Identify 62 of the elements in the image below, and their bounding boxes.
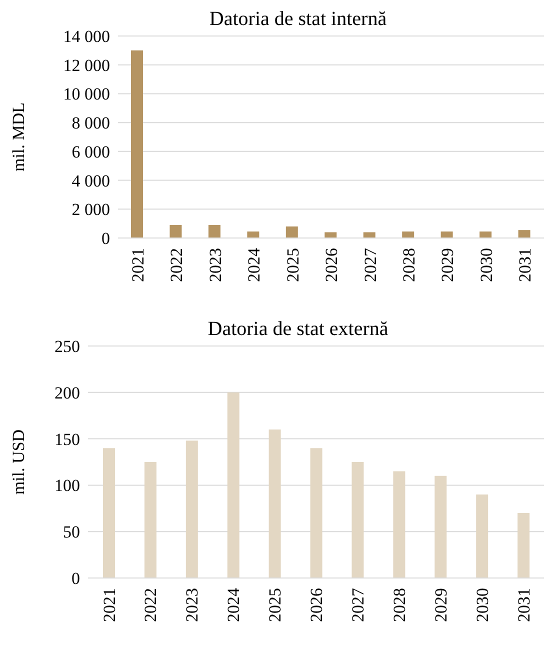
y-axis-title: mil. MDL — [9, 102, 28, 172]
chart-title: Datoria de stat externă — [208, 318, 388, 340]
x-tick-label: 2028 — [400, 248, 419, 282]
chart-title: Datoria de stat internă — [209, 8, 387, 30]
bar — [518, 513, 530, 578]
bar — [286, 226, 298, 238]
x-tick-label: 2021 — [128, 248, 148, 282]
y-tick-label: 10 000 — [63, 84, 110, 104]
y-tick-label: 200 — [54, 383, 80, 402]
x-tick-label: 2027 — [360, 248, 380, 282]
y-axis-title: mil. USD — [9, 429, 28, 495]
y-tick-label: 150 — [54, 430, 80, 449]
x-tick-label: 2027 — [348, 588, 368, 622]
x-tick-label: 2021 — [100, 588, 119, 622]
x-tick-label: 2024 — [224, 588, 244, 622]
bar — [144, 462, 156, 578]
bar — [518, 230, 530, 238]
bar — [227, 392, 240, 578]
x-tick-label: 2028 — [390, 588, 409, 622]
y-tick-label: 8 000 — [72, 114, 110, 133]
y-tick-label: 50 — [63, 522, 80, 542]
x-tick-label: 2026 — [307, 588, 326, 622]
bar — [393, 471, 406, 578]
bar — [434, 476, 447, 578]
bar — [476, 494, 488, 578]
x-tick-label: 2024 — [244, 248, 264, 282]
x-tick-label: 2030 — [472, 588, 492, 622]
bar — [402, 232, 414, 238]
y-tick-label: 4 000 — [72, 171, 110, 190]
x-tick-label: 2030 — [476, 248, 496, 282]
y-tick-label: 2 000 — [72, 200, 110, 220]
y-tick-label: 0 — [72, 569, 80, 588]
bar — [480, 232, 492, 238]
bar — [208, 225, 220, 238]
bar — [268, 430, 281, 578]
bar — [352, 462, 364, 578]
bar — [363, 232, 376, 238]
x-tick-label: 2022 — [167, 248, 186, 282]
x-tick-label: 2029 — [438, 248, 458, 282]
y-tick-label: 6 000 — [72, 142, 110, 162]
y-tick-label: 12 000 — [63, 56, 110, 75]
bar — [170, 225, 182, 238]
y-tick-label: 250 — [54, 337, 80, 356]
x-tick-label: 2029 — [431, 588, 450, 622]
x-tick-label: 2023 — [206, 248, 225, 282]
x-tick-label: 2022 — [141, 588, 160, 622]
bar — [247, 232, 260, 238]
x-tick-label: 2025 — [283, 248, 302, 282]
y-tick-label: 14 000 — [63, 27, 110, 46]
x-tick-label: 2031 — [514, 588, 534, 622]
y-tick-label: 100 — [54, 476, 80, 496]
bar — [440, 232, 453, 238]
x-tick-label: 2025 — [266, 588, 285, 622]
bar — [310, 448, 322, 578]
x-tick-label: 2026 — [322, 248, 342, 282]
bar — [186, 440, 198, 578]
bar — [131, 50, 143, 238]
x-tick-label: 2031 — [516, 248, 535, 282]
x-tick-label: 2023 — [182, 588, 202, 622]
y-tick-label: 0 — [102, 229, 110, 248]
bar — [103, 448, 115, 578]
bar — [324, 232, 337, 238]
